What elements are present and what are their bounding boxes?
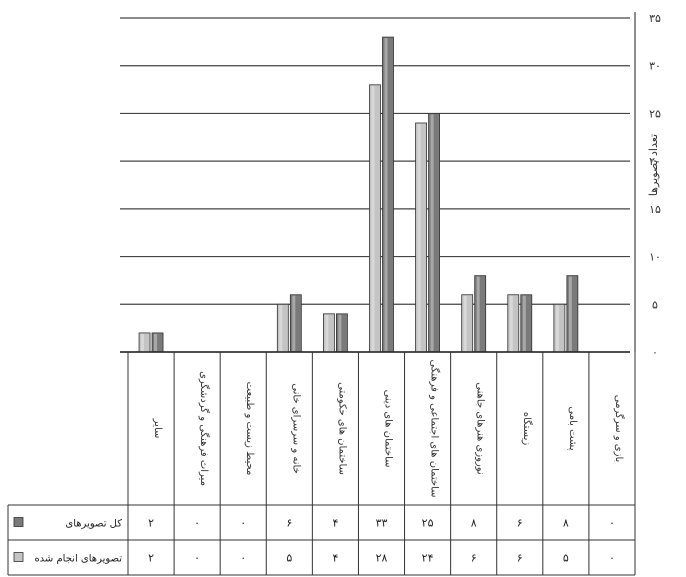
bar-series-2 — [276, 303, 289, 353]
bar-series-1 — [474, 275, 487, 353]
bar-highlight — [279, 305, 283, 351]
bar-highlight — [338, 314, 342, 351]
bar-highlight — [384, 38, 388, 351]
y-tick-label: ۳۰ — [649, 60, 661, 73]
table-cell: ۴ — [332, 552, 338, 565]
category-label: خانه و سرسرای خانی — [290, 383, 301, 473]
bar-series-1 — [382, 36, 394, 353]
bar-series-2 — [323, 313, 335, 353]
table-cell: ۵ — [286, 552, 292, 565]
category-label: میراث فرهنگی و گردشگری — [198, 371, 210, 486]
bar-series-1 — [151, 332, 164, 353]
table-cell: ۲۸ — [376, 552, 388, 565]
bar-highlight — [509, 295, 513, 351]
bar-series-1 — [566, 275, 579, 353]
category-label: ساختمان های دینی — [383, 390, 394, 468]
table-cell: ۰ — [194, 517, 200, 530]
bar-highlight — [292, 295, 296, 351]
bars — [138, 36, 579, 353]
category-label: نوروزی هنرهای جاهنی — [475, 382, 486, 474]
bar-series-2 — [138, 332, 151, 353]
bar-highlight — [417, 123, 421, 351]
table-cell: ۸ — [563, 517, 569, 530]
table-cell: ۶ — [517, 552, 523, 565]
table-row-header: تصویرهای انجام شده — [34, 554, 122, 565]
table-row-header: کل تصویرهای — [65, 519, 122, 530]
bar-highlight — [141, 333, 145, 351]
category-label: ساختمان های اجتماعی و فرهنگی — [429, 359, 441, 497]
y-tick-label: ۵ — [652, 298, 658, 311]
table-cell: ۲۴ — [422, 552, 434, 565]
table-cell: ۲ — [148, 517, 154, 530]
bar-series-1 — [336, 313, 348, 353]
table-cell: ۰ — [240, 517, 246, 530]
category-label: محیط زیست و طبیعت — [244, 382, 255, 476]
category-label: سایر — [152, 418, 163, 439]
table-cell: ۸ — [471, 517, 477, 530]
legend-swatch — [13, 517, 24, 527]
y-tick-label: ۲۰ — [649, 155, 661, 168]
table-cell: ۶ — [517, 517, 523, 530]
table-cell: ۲ — [148, 552, 154, 565]
legend-swatch — [13, 552, 24, 562]
y-tick-labels: ۰ ۵ ۱۰ ۱۵ ۲۰ ۲۵ ۳۰ ۳۵ — [649, 12, 661, 359]
table-cell: ۳۳ — [376, 517, 388, 530]
bar-highlight — [476, 276, 480, 351]
axes — [120, 12, 636, 353]
bar-series-2 — [369, 84, 381, 353]
y-axis-title: تعداد تصویرها — [647, 134, 660, 196]
bar-highlight — [555, 305, 559, 351]
table-cell: ۶ — [471, 552, 477, 565]
bar-series-2 — [507, 294, 520, 353]
bar-highlight — [371, 85, 375, 352]
y-tick-label: ۱۰ — [649, 251, 661, 264]
table-cell: ۰ — [194, 552, 200, 565]
bar-highlight — [430, 114, 434, 351]
bar-highlight — [522, 295, 526, 351]
bar-series-2 — [553, 303, 566, 353]
y-tick-label: ۲۵ — [649, 107, 661, 120]
y-tick-label: ۱۵ — [649, 203, 661, 216]
table-cell: ۵ — [563, 552, 569, 565]
category-label: بازی و سرگرمی — [613, 395, 625, 463]
table-cell: ۰ — [609, 552, 615, 565]
bar-highlight — [463, 295, 467, 351]
category-label: پشت بامی — [567, 406, 578, 450]
table-cell: ۶ — [286, 517, 292, 530]
bar-series-1 — [520, 294, 533, 353]
bar-highlight — [154, 333, 158, 351]
table-cell: ۲۵ — [422, 517, 434, 530]
table-cell: ۰ — [609, 517, 615, 530]
bar-series-1 — [428, 113, 440, 353]
data-table: بازی و سرگرمی پشت بامی زیستگاه نوروزی هنرها… — [7, 352, 636, 576]
table-cell: ۴ — [332, 517, 338, 530]
y-tick-label: ۳۵ — [649, 12, 661, 25]
bar-series-2 — [461, 294, 474, 353]
table-cell: ۰ — [240, 552, 246, 565]
bar-series-2 — [415, 122, 427, 353]
y-tick-label: ۰ — [652, 346, 658, 359]
category-label: ساختمان های حکومتی — [336, 382, 347, 475]
category-label: زیستگاه — [521, 412, 533, 446]
bar-highlight — [325, 314, 329, 351]
bar-series-1 — [289, 294, 302, 353]
bar-highlight — [568, 276, 572, 351]
